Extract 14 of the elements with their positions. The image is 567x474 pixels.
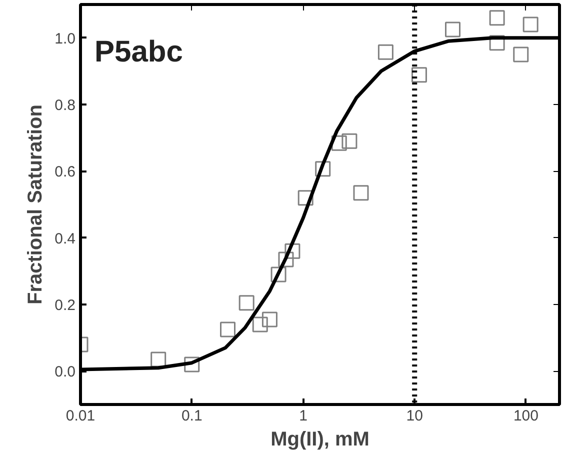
y-axis-title: Fractional Saturation [24,104,47,305]
y-tick-label: 0.6 [54,164,76,181]
y-tick-label: 0.8 [54,97,76,114]
x-tick-label: 0.01 [66,408,96,424]
y-tick-label: 1.0 [54,30,76,48]
y-tick-label: 0.0 [54,364,76,381]
y-tick-label: 0.4 [54,230,76,248]
y-tick-label: 0.2 [54,297,76,314]
x-tick-label: 1 [299,408,308,424]
x-tick-label: 0.1 [181,408,202,424]
x-tick-label: 100 [513,408,538,424]
x-axis-title: Mg(II), mM [270,428,370,450]
x-tick-label: 10 [406,408,423,424]
text: P5abc [94,36,183,68]
